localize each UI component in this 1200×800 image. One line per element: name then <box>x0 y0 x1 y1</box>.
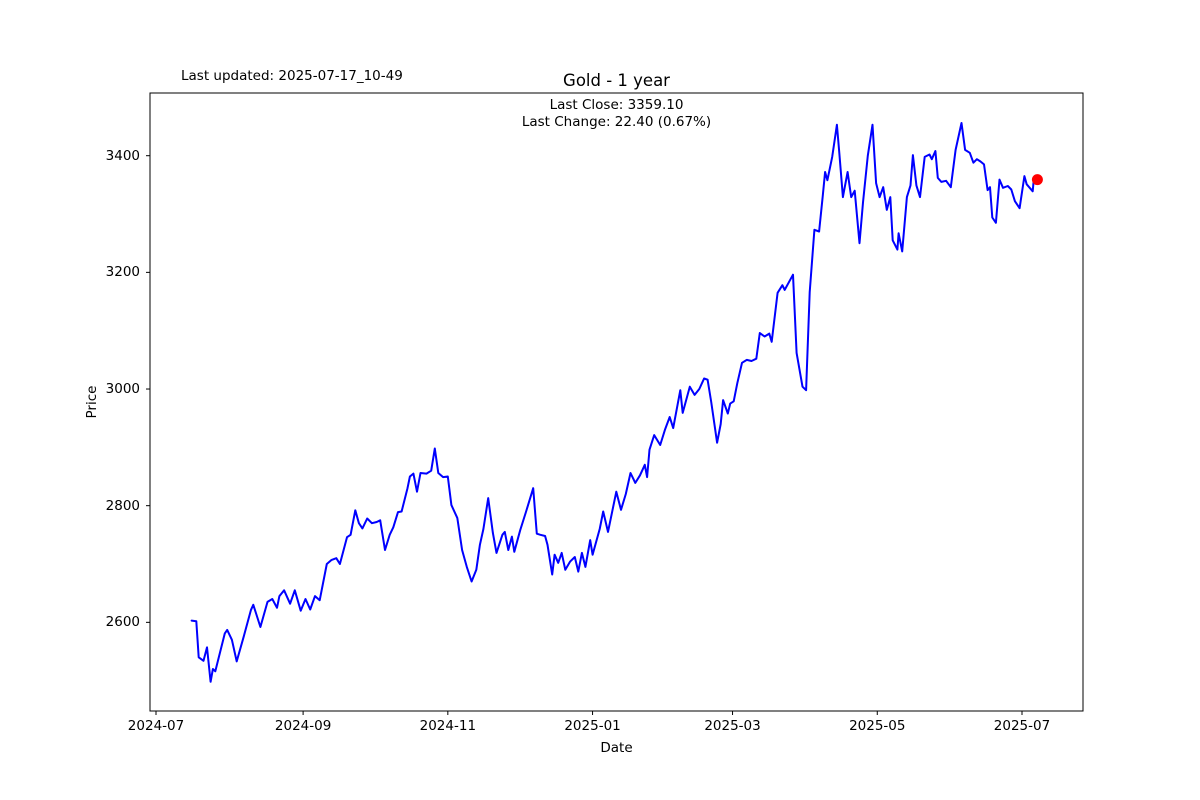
y-tick-label: 3400 <box>105 147 140 164</box>
last-change-label: Last Change: 22.40 (0.67%) <box>521 114 712 130</box>
y-tick-label: 3000 <box>105 381 140 398</box>
x-tick-label: 2025-01 <box>564 718 621 734</box>
last-close-label: Last Close: 3359.10 <box>549 97 684 113</box>
y-tick-label: 2800 <box>105 497 140 514</box>
x-tick-label: 2024-11 <box>419 718 477 734</box>
y-tick-label: 2600 <box>105 614 140 631</box>
x-tick-label: 2024-07 <box>127 718 185 734</box>
x-tick-label: 2024-09 <box>274 718 332 734</box>
annotation-block: Last Close: 3359.10 Last Change: 22.40 (… <box>150 97 1083 131</box>
x-tick-label: 2025-05 <box>849 718 906 734</box>
price-line <box>190 122 1039 683</box>
chart-title: Gold - 1 year <box>563 71 670 90</box>
axes-box <box>149 92 1084 712</box>
last-updated-label: Last updated: 2025-07-17_10-49 <box>181 68 403 84</box>
x-axis-label: Date <box>600 740 633 756</box>
x-tick-label: 2025-03 <box>704 718 761 734</box>
y-tick-label: 3200 <box>105 264 140 281</box>
last-price-marker <box>1031 174 1043 186</box>
x-tick-label: 2025-07 <box>993 718 1051 734</box>
